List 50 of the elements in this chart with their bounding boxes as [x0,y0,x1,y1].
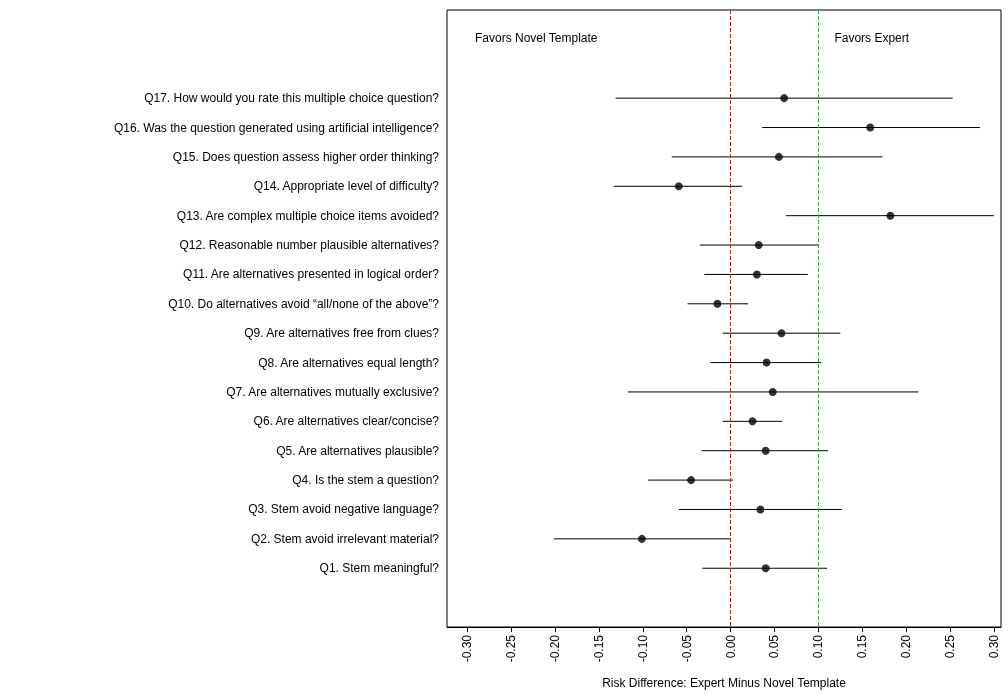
y-tick-label: Q9. Are alternatives free from clues? [244,326,440,341]
x-tick-label: 0.15 [855,634,870,659]
point [752,270,761,279]
y-tick-label: Q7. Are alternatives mutually exclusive? [226,384,440,399]
y-tick-label: Q8. Are alternatives equal length? [258,355,440,370]
point [762,358,771,367]
x-tick-label: 0.30 [986,634,1001,659]
point [754,241,763,250]
point [866,123,875,132]
point [637,534,646,543]
point [886,211,895,220]
y-tick-label: Q3. Stem avoid negative language? [248,502,440,517]
y-tick-label: Q14. Appropriate level of difficulty? [253,179,440,194]
x-tick-label: 0.00 [723,634,738,659]
x-tick-label: -0.20 [547,634,562,663]
x-tick-label: -0.05 [679,634,694,663]
y-tick-label: Q5. Are alternatives plausible? [276,443,440,458]
x-axis-title: Risk Difference: Expert Minus Novel Template [602,676,847,690]
y-tick-label: Q4. Is the stem a question? [292,473,440,488]
y-tick-label: Q10. Do alternatives avoid “all/none of the above”? [168,296,440,311]
text: Favors Novel Template [475,31,598,46]
y-tick-label: Q17. How would you rate this multiple choice question? [144,91,440,106]
x-tick-label: -0.30 [460,634,475,663]
y-tick-label: Q12. Reasonable number plausible alternatives? [179,238,440,253]
point [768,387,777,396]
y-tick-label: Q11. Are alternatives presented in logical order? [183,267,440,282]
x-tick-label: -0.10 [635,634,650,663]
point [774,152,783,161]
point [674,182,683,191]
point [761,564,770,573]
x-tick-label: 0.25 [943,634,958,659]
x-tick-label: -0.15 [591,634,606,663]
text: Favors Expert [834,31,910,46]
x-tick-label: 0.05 [767,634,782,659]
point [748,417,757,426]
point [761,446,770,455]
y-tick-label: Q13. Are complex multiple choice items avoided? [176,208,440,223]
y-tick-label: Q16. Was the question generated using artificial intelligence? [113,120,440,135]
point [713,299,722,308]
point [756,505,765,514]
y-tick-label: Q1. Stem meaningful? [319,561,440,576]
y-tick-label: Q6. Are alternatives clear/concise? [253,414,440,429]
point [777,329,786,338]
x-tick-label: -0.25 [504,634,519,663]
x-tick-label: 0.10 [811,634,826,659]
point [687,476,696,485]
x-tick-label: 0.20 [899,634,914,659]
y-tick-label: Q15. Does question assess higher order thinking? [172,149,440,164]
y-tick-label: Q2. Stem avoid irrelevant material? [250,531,440,546]
point [780,94,789,103]
